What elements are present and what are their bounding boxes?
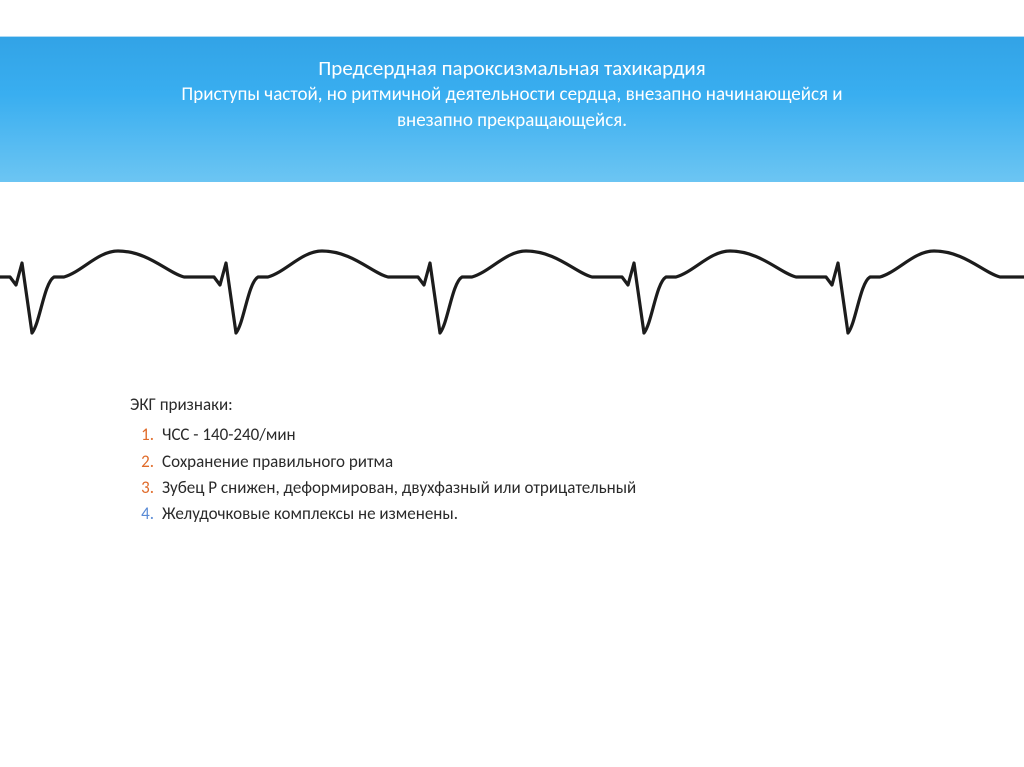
list-item: Зубец Р снижен, деформирован, двухфазный… [158,475,944,501]
slide-subtitle-line2: внезапно прекращающейся. [70,108,954,134]
list-item: Сохранение правильного ритма [158,449,944,475]
title-banner: Предсердная пароксизмальная тахикардия П… [0,36,1024,182]
signs-list: ЧСС - 140-240/мин Сохранение правильного… [130,422,944,527]
ecg-svg [0,225,1024,355]
ecg-path [0,251,1024,333]
slide: Предсердная пароксизмальная тахикардия П… [0,0,1024,767]
banner-inner: Предсердная пароксизмальная тахикардия П… [0,36,1024,134]
list-item: ЧСС - 140-240/мин [158,422,944,448]
list-item: Желудочковые комплексы не изменены. [158,501,944,527]
content-heading: ЭКГ признаки: [130,392,944,418]
content-block: ЭКГ признаки: ЧСС - 140-240/мин Сохранен… [130,392,944,528]
slide-subtitle-line1: Приступы частой, но ритмичной деятельнос… [70,82,954,108]
slide-title: Предсердная пароксизмальная тахикардия [70,54,954,82]
ecg-waveform [0,225,1024,355]
